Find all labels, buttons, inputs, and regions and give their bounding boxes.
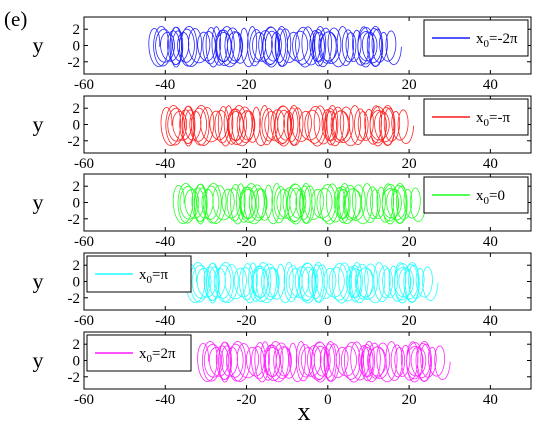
y-axis-label: y [33, 269, 44, 294]
y-axis-label: y [33, 33, 44, 58]
x-tick-label: -60 [74, 234, 94, 250]
y-tick-label: -2 [68, 212, 81, 228]
x-tick-label: 40 [483, 77, 498, 93]
x-tick-label: -20 [237, 234, 257, 250]
y-tick-label: 2 [73, 337, 81, 353]
x-tick-label: 40 [483, 313, 498, 329]
x-tick-label: -20 [237, 392, 257, 408]
x-tick-label: 0 [324, 77, 332, 93]
y-tick-label: 0 [73, 275, 81, 291]
legend: x0=2π [86, 334, 192, 372]
legend-label: x0=-2π [476, 31, 518, 50]
y-tick-label: 0 [73, 39, 81, 55]
y-axis-label: y [33, 348, 44, 373]
y-tick-label: 2 [73, 258, 81, 274]
y-tick-label: 0 [73, 354, 81, 370]
y-tick-label: 2 [73, 179, 81, 195]
x-tick-label: -60 [74, 77, 94, 93]
x-axis-label: x [298, 397, 311, 426]
x-tick-label: 20 [402, 313, 417, 329]
x-tick-label: -60 [74, 313, 94, 329]
x-tick-label: 40 [483, 234, 498, 250]
y-axis-label: y [33, 112, 44, 137]
legend-label: x0=2π [139, 346, 176, 365]
series-trace [148, 25, 402, 68]
legend: x0=-2π [423, 19, 529, 57]
x-tick-label: 20 [402, 77, 417, 93]
y-tick-label: -2 [68, 55, 81, 71]
x-tick-label: 20 [402, 392, 417, 408]
y-tick-label: -2 [68, 291, 81, 307]
y-tick-label: 0 [73, 196, 81, 212]
x-tick-label: -60 [74, 392, 94, 408]
x-tick-label: 40 [483, 392, 498, 408]
legend: x0=0 [423, 176, 529, 214]
series-trace [172, 182, 427, 225]
x-tick-label: -20 [237, 156, 257, 172]
y-tick-label: -2 [68, 134, 81, 150]
x-tick-label: 0 [324, 234, 332, 250]
x-tick-label: -40 [155, 156, 175, 172]
panel-label: (e) [4, 7, 27, 31]
x-tick-label: -40 [155, 313, 175, 329]
legend-label: x0=π [139, 267, 168, 286]
x-tick-label: -40 [155, 77, 175, 93]
y-tick-label: 0 [73, 118, 81, 134]
x-tick-label: 20 [402, 156, 417, 172]
x-tick-label: -40 [155, 234, 175, 250]
x-tick-label: 0 [324, 156, 332, 172]
y-axis-label: y [33, 190, 44, 215]
legend: x0=π [86, 255, 192, 293]
x-tick-label: 0 [324, 392, 332, 408]
x-tick-label: 20 [402, 234, 417, 250]
y-tick-label: -2 [68, 370, 81, 386]
x-tick-label: -60 [74, 156, 94, 172]
y-tick-label: 2 [73, 101, 81, 117]
x-tick-label: 40 [483, 156, 498, 172]
x-tick-label: -40 [155, 392, 175, 408]
legend: x0=-π [423, 98, 529, 136]
x-tick-label: 0 [324, 313, 332, 329]
series-trace [185, 261, 439, 304]
x-tick-label: -20 [237, 77, 257, 93]
y-tick-label: 2 [73, 22, 81, 38]
x-tick-label: -20 [237, 313, 257, 329]
legend-label: x0=-π [476, 110, 510, 129]
series-trace [197, 340, 451, 383]
legend-label: x0=0 [476, 188, 505, 207]
series-trace [160, 104, 414, 147]
